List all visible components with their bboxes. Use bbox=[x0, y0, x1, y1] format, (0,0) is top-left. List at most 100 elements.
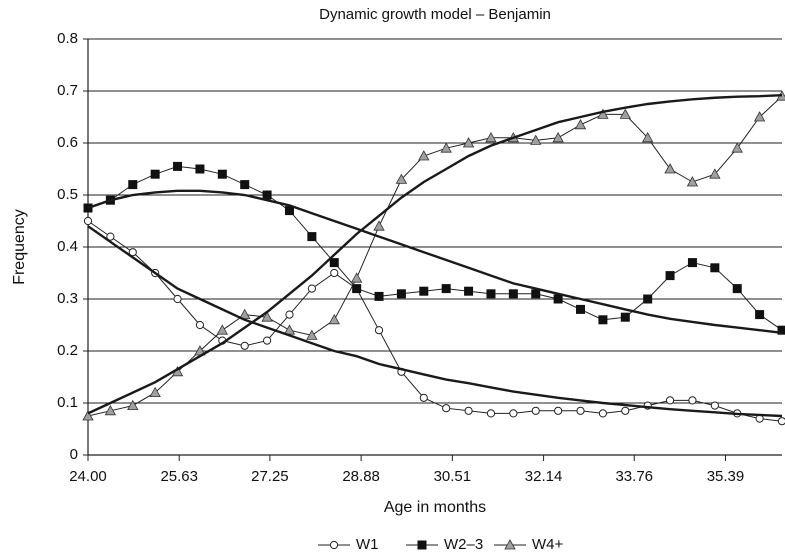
y-tick-label: 0.7 bbox=[57, 82, 78, 99]
data-point bbox=[598, 409, 608, 418]
data-point bbox=[285, 310, 294, 319]
data-point bbox=[486, 409, 496, 418]
data-point bbox=[732, 284, 742, 294]
data-point bbox=[664, 163, 676, 174]
data-point bbox=[283, 324, 296, 335]
data-point bbox=[441, 284, 451, 294]
data-point bbox=[710, 263, 720, 273]
data-point bbox=[216, 324, 229, 335]
data-point bbox=[531, 406, 540, 415]
data-point bbox=[709, 168, 721, 179]
data-point bbox=[686, 176, 699, 187]
data-point bbox=[464, 406, 473, 415]
data-point bbox=[217, 169, 227, 179]
data-point bbox=[665, 271, 675, 281]
data-point bbox=[576, 304, 586, 314]
legend-label: W2–3 bbox=[444, 536, 483, 553]
data-point bbox=[552, 131, 564, 143]
model-line bbox=[87, 93, 783, 415]
x-tick-label: 25.63 bbox=[160, 468, 198, 485]
data-point bbox=[508, 289, 518, 299]
x-tick-label: 24.00 bbox=[69, 468, 107, 485]
data-point bbox=[418, 150, 430, 161]
data-point bbox=[307, 232, 317, 242]
model-line bbox=[87, 225, 783, 418]
data-point bbox=[82, 410, 94, 421]
data-point bbox=[395, 173, 408, 184]
chart-title: Dynamic growth model – Benjamin bbox=[319, 6, 551, 23]
data-point bbox=[530, 134, 542, 145]
y-tick-label: 0.3 bbox=[57, 290, 78, 307]
y-axis-label: Frequency bbox=[11, 209, 28, 285]
data-point bbox=[173, 161, 183, 171]
data-point bbox=[104, 404, 117, 416]
data-point bbox=[641, 131, 654, 143]
data-point bbox=[462, 137, 475, 148]
data-point bbox=[464, 286, 474, 296]
data-point bbox=[643, 294, 653, 304]
data-point bbox=[127, 399, 139, 411]
data-point bbox=[777, 417, 785, 426]
data-point bbox=[554, 406, 563, 415]
data-point bbox=[620, 312, 630, 322]
x-tick-label: 33.76 bbox=[615, 468, 653, 485]
data-point bbox=[173, 294, 182, 304]
data-point bbox=[598, 315, 608, 325]
x-tick-label: 35.39 bbox=[707, 468, 745, 485]
data-point bbox=[576, 406, 585, 415]
legend-marker bbox=[417, 540, 427, 550]
data-point bbox=[753, 111, 766, 122]
data-point bbox=[688, 396, 697, 405]
data-point bbox=[597, 108, 609, 119]
data-line bbox=[87, 95, 783, 417]
data-point bbox=[149, 386, 161, 398]
y-tick-label: 0.5 bbox=[57, 186, 78, 203]
data-point bbox=[419, 286, 429, 296]
data-point bbox=[330, 268, 339, 278]
data-point bbox=[755, 310, 765, 320]
y-tick-label: 0.8 bbox=[57, 30, 78, 47]
data-point bbox=[106, 232, 115, 241]
data-point bbox=[306, 329, 318, 340]
data-point bbox=[553, 294, 563, 304]
data-point bbox=[574, 118, 587, 130]
data-point bbox=[307, 284, 316, 293]
data-point bbox=[687, 258, 697, 268]
data-point bbox=[262, 336, 272, 345]
y-tick-label: 0.2 bbox=[57, 342, 78, 359]
legend-label: W4+ bbox=[532, 536, 564, 553]
y-tick-label: 0.4 bbox=[57, 238, 78, 255]
data-point bbox=[352, 284, 362, 294]
x-tick-label: 28.88 bbox=[342, 468, 380, 485]
y-tick-label: 0 bbox=[70, 446, 78, 463]
legend-marker bbox=[329, 540, 339, 550]
y-tick-label: 0.1 bbox=[57, 394, 78, 411]
data-point bbox=[486, 289, 496, 299]
data-point bbox=[262, 190, 272, 200]
data-point bbox=[350, 272, 363, 283]
data-point bbox=[261, 311, 273, 322]
data-point bbox=[128, 248, 137, 257]
data-point bbox=[619, 108, 631, 119]
data-point bbox=[150, 169, 160, 179]
x-tick-label: 30.51 bbox=[434, 468, 472, 485]
data-point bbox=[240, 341, 249, 350]
data-point bbox=[328, 313, 340, 325]
data-point bbox=[83, 216, 93, 226]
x-axis-label: Age in months bbox=[384, 499, 486, 516]
data-point bbox=[284, 206, 294, 216]
data-point bbox=[396, 289, 406, 299]
model-line bbox=[87, 189, 783, 334]
data-point bbox=[195, 320, 205, 330]
x-tick-label: 27.25 bbox=[251, 468, 289, 485]
data-point bbox=[531, 289, 541, 299]
data-point bbox=[329, 258, 339, 268]
data-point bbox=[419, 393, 428, 402]
legend-marker bbox=[504, 539, 516, 550]
data-point bbox=[374, 326, 384, 335]
data-point bbox=[777, 325, 785, 335]
legend-label: W1 bbox=[356, 536, 379, 553]
data-point bbox=[621, 406, 630, 415]
